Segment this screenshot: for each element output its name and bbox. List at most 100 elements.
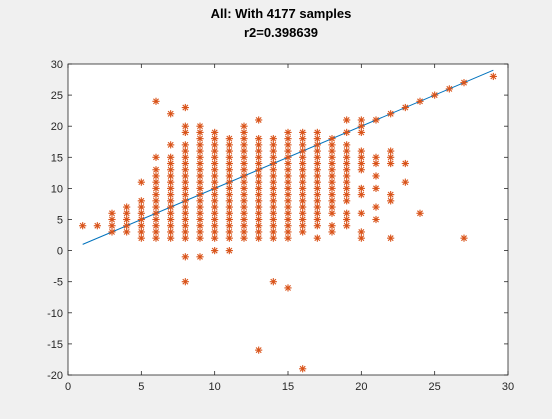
- data-point: [299, 166, 307, 174]
- data-point: [328, 166, 336, 174]
- data-point: [255, 234, 263, 242]
- data-point: [401, 159, 409, 168]
- data-point: [196, 122, 204, 130]
- data-point: [211, 215, 219, 224]
- data-point: [152, 153, 160, 161]
- data-point: [196, 159, 204, 168]
- data-point: [269, 228, 277, 236]
- data-point: [240, 209, 248, 217]
- data-point: [167, 178, 175, 186]
- data-point: [299, 184, 307, 192]
- data-point: [313, 147, 321, 155]
- data-point: [299, 365, 307, 373]
- data-point: [123, 222, 131, 230]
- data-point: [137, 234, 145, 242]
- data-point: [313, 215, 321, 224]
- data-point: [108, 222, 116, 230]
- data-point: [328, 184, 336, 192]
- data-point: [240, 215, 248, 224]
- data-point: [123, 209, 131, 217]
- data-point: [372, 116, 380, 124]
- data-point: [255, 215, 263, 224]
- data-point: [152, 228, 160, 236]
- data-point: [211, 128, 219, 137]
- data-point: [181, 278, 189, 286]
- data-point: [357, 116, 365, 124]
- data-point: [343, 159, 351, 168]
- data-point: [343, 141, 351, 149]
- data-point: [313, 203, 321, 211]
- data-point: [328, 172, 336, 180]
- y-tick-label: -20: [47, 370, 63, 382]
- data-point: [313, 135, 321, 143]
- data-point: [255, 178, 263, 186]
- data-point: [167, 110, 175, 118]
- data-point: [269, 203, 277, 211]
- data-point: [255, 346, 263, 354]
- data-point: [284, 184, 292, 192]
- data-point: [299, 209, 307, 217]
- data-point: [299, 153, 307, 161]
- data-point: [387, 234, 395, 242]
- data-point: [284, 234, 292, 242]
- data-point: [240, 203, 248, 211]
- y-tick-label: 0: [57, 246, 63, 258]
- y-tick-label: 15: [51, 152, 63, 164]
- data-point: [240, 234, 248, 242]
- data-point: [328, 228, 336, 236]
- data-point: [343, 153, 351, 161]
- data-point: [240, 178, 248, 186]
- data-point: [284, 209, 292, 217]
- data-point: [196, 191, 204, 199]
- data-point: [225, 228, 233, 236]
- data-point: [181, 172, 189, 180]
- data-point: [255, 184, 263, 192]
- data-point: [313, 184, 321, 192]
- data-point: [225, 184, 233, 192]
- data-point: [313, 209, 321, 217]
- data-point: [313, 128, 321, 137]
- data-point: [211, 147, 219, 155]
- data-point: [225, 197, 233, 205]
- data-point: [137, 222, 145, 230]
- data-point: [416, 97, 424, 105]
- data-point: [167, 153, 175, 161]
- data-point: [240, 166, 248, 174]
- data-point: [196, 215, 204, 224]
- axis-ticks: 0 5 10 15 20 25 30 -20 -15 -10 -5 0 5 10 15 20 25 30: [47, 59, 514, 393]
- data-point: [152, 234, 160, 242]
- data-point: [211, 234, 219, 242]
- data-point: [152, 184, 160, 192]
- data-point: [167, 215, 175, 224]
- data-point: [269, 153, 277, 161]
- data-point: [299, 128, 307, 137]
- data-point: [196, 184, 204, 192]
- data-point: [343, 222, 351, 230]
- data-point: [255, 191, 263, 199]
- data-point: [181, 147, 189, 155]
- data-point: [328, 153, 336, 161]
- data-point: [357, 153, 365, 161]
- data-point: [372, 153, 380, 161]
- data-point: [181, 166, 189, 174]
- data-point: [416, 209, 424, 217]
- data-point: [211, 166, 219, 174]
- data-point: [328, 141, 336, 149]
- data-point: [225, 141, 233, 149]
- data-point: [299, 159, 307, 168]
- data-point: [167, 141, 175, 149]
- data-point: [167, 222, 175, 230]
- data-point: [196, 147, 204, 155]
- data-point: [137, 203, 145, 211]
- data-point: [269, 135, 277, 143]
- data-point: [196, 153, 204, 161]
- data-point: [152, 166, 160, 174]
- data-point: [225, 209, 233, 217]
- data-point: [211, 197, 219, 205]
- data-point: [328, 191, 336, 199]
- x-tick-label: 10: [209, 381, 221, 393]
- data-point: [255, 116, 263, 124]
- data-point: [196, 203, 204, 211]
- data-point: [240, 147, 248, 155]
